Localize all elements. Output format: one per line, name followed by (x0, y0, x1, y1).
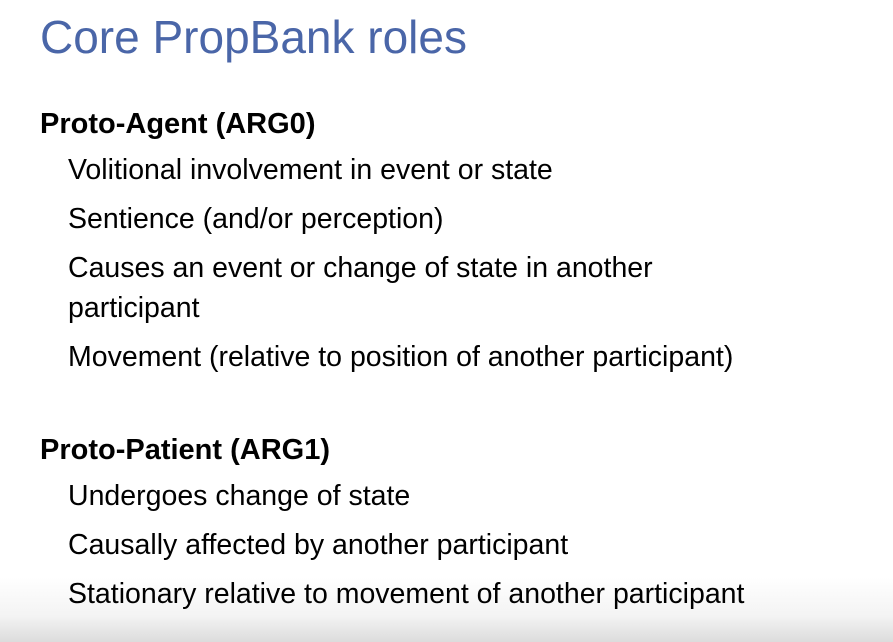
section-proto-agent: Proto-Agent (ARG0) Volitional involvemen… (40, 104, 880, 377)
list-item: Causes an event or change of state in an… (68, 252, 653, 324)
section-proto-patient: Proto-Patient (ARG1) Undergoes change of… (40, 430, 880, 614)
list-item: Causally affected by another participant (68, 529, 569, 561)
property-list: Volitional involvement in event or state… (40, 150, 880, 377)
section-heading: Proto-Agent (ARG0) (40, 108, 316, 140)
section-heading: Proto-Patient (ARG1) (40, 434, 330, 466)
property-list: Undergoes change of state Causally affec… (40, 476, 880, 614)
list-item: Sentience (and/or perception) (68, 203, 444, 235)
list-item: Stationary relative to movement of anoth… (68, 578, 745, 610)
slide-title: Core PropBank roles (40, 11, 467, 63)
list-item: Movement (relative to position of anothe… (68, 341, 734, 373)
list-item: Volitional involvement in event or state (68, 154, 553, 186)
list-item: Undergoes change of state (68, 480, 411, 512)
